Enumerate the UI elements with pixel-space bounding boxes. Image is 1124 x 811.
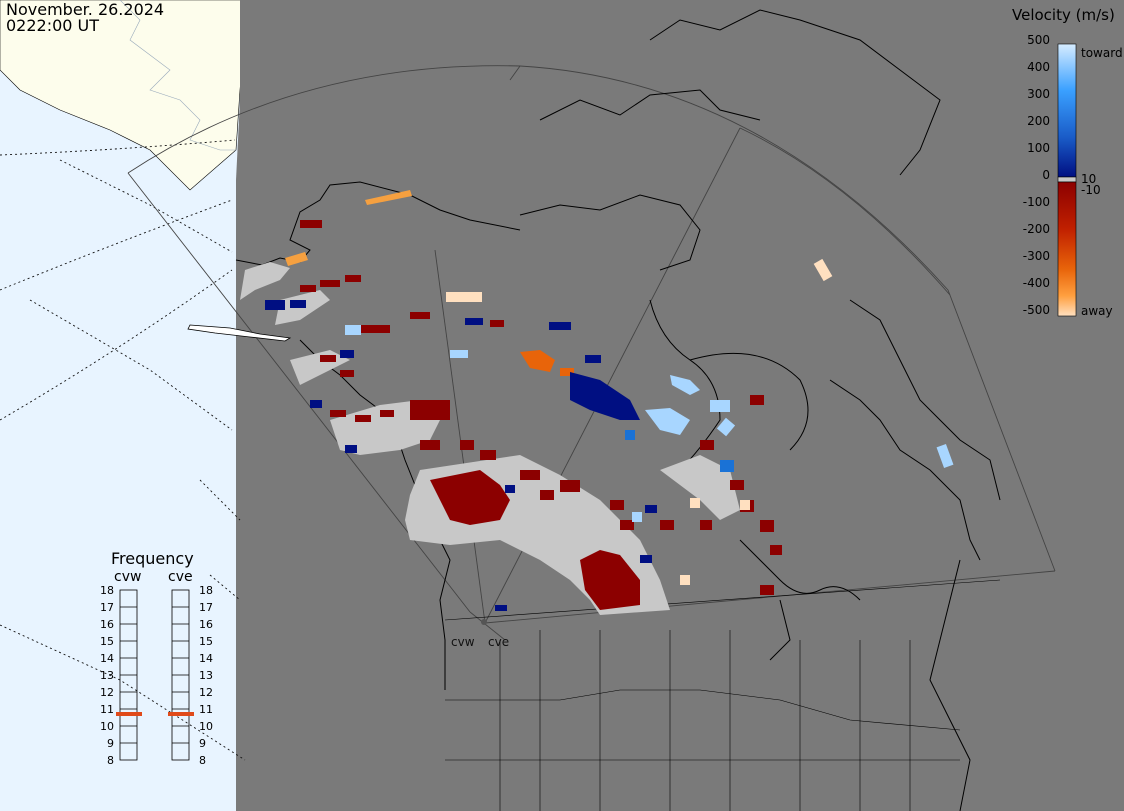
freq-tick-right: 11 [199,703,213,716]
velocity-cells [240,190,954,615]
freq-tick-right: 15 [199,635,213,648]
freq-tick-left: 17 [100,601,114,614]
map-grey-field [240,0,1124,811]
velocity-tick-label: -500 [1022,303,1050,317]
velocity-tick-label: 100 [1027,141,1050,155]
time-label: 0222:00 UT [6,16,100,35]
freq-tick-left: 11 [100,703,114,716]
velocity-tick-label: -200 [1022,222,1050,236]
freq-tick-left: 18 [100,584,114,597]
freq-tick-right: 14 [199,652,213,665]
velocity-tick-label: 0 [1042,168,1050,182]
velocity-colorbar-away [1057,181,1077,317]
freq-tick-left: 8 [107,754,114,767]
site-label-cvw: cvw [451,635,475,649]
radar-label-cvw: cvw [114,569,142,585]
radar-label-cve: cve [168,569,193,585]
site-label-cve: cve [488,635,510,649]
velocity-title: Velocity (m/s) [1012,6,1115,24]
freq-tick-left: 12 [100,686,114,699]
date-label: November. 26.2024 [6,0,165,19]
velocity-tick-label: 300 [1027,87,1050,101]
freq-marker-cve [168,712,194,716]
velocity-tick-label: -100 [1022,195,1050,209]
velocity-tick-label: -400 [1022,276,1050,290]
graticule [0,139,246,761]
freq-tick-left: 15 [100,635,114,648]
velocity-colorbar-toward [1057,43,1077,178]
freq-tick-right: 13 [199,669,213,682]
toward-label: toward [1081,46,1123,60]
freq-tick-right: 9 [199,737,206,750]
freq-tick-left: 14 [100,652,114,665]
frequency-title: Frequency [111,549,194,568]
velocity-tick-label: 200 [1027,114,1050,128]
velocity-tick-label: 400 [1027,60,1050,74]
freq-bar-cvw [119,589,138,761]
freq-tick-left: 9 [107,737,114,750]
coastlines [235,9,1001,811]
freq-tick-right: 10 [199,720,213,733]
freq-tick-right: 17 [199,601,213,614]
state-borders [444,579,1001,811]
away-label: away [1081,304,1113,318]
freq-tick-left: 10 [100,720,114,733]
velocity-inner-neg: -10 [1081,183,1101,197]
freq-tick-left: 13 [100,669,114,682]
velocity-inner-pos: 10 [1081,172,1097,186]
freq-tick-right: 16 [199,618,213,631]
aleutian-island [187,324,292,342]
radar-site-marker [481,619,487,625]
freq-bar-cve [171,589,190,761]
velocity-colorbar-zero [1057,176,1077,183]
freq-tick-right: 12 [199,686,213,699]
freq-tick-right: 18 [199,584,213,597]
freq-tick-right: 8 [199,754,206,767]
map-grey-left-edge [236,0,250,811]
velocity-tick-label: 500 [1027,33,1050,47]
freq-marker-cvw [116,712,142,716]
velocity-tick-label: -300 [1022,249,1050,263]
freq-tick-left: 16 [100,618,114,631]
